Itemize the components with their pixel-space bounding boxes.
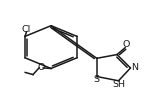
Text: Cl: Cl xyxy=(22,25,31,34)
Text: O: O xyxy=(37,63,45,72)
Text: S: S xyxy=(93,75,99,84)
Text: O: O xyxy=(122,40,130,49)
Text: SH: SH xyxy=(113,80,126,89)
Text: N: N xyxy=(131,63,138,72)
